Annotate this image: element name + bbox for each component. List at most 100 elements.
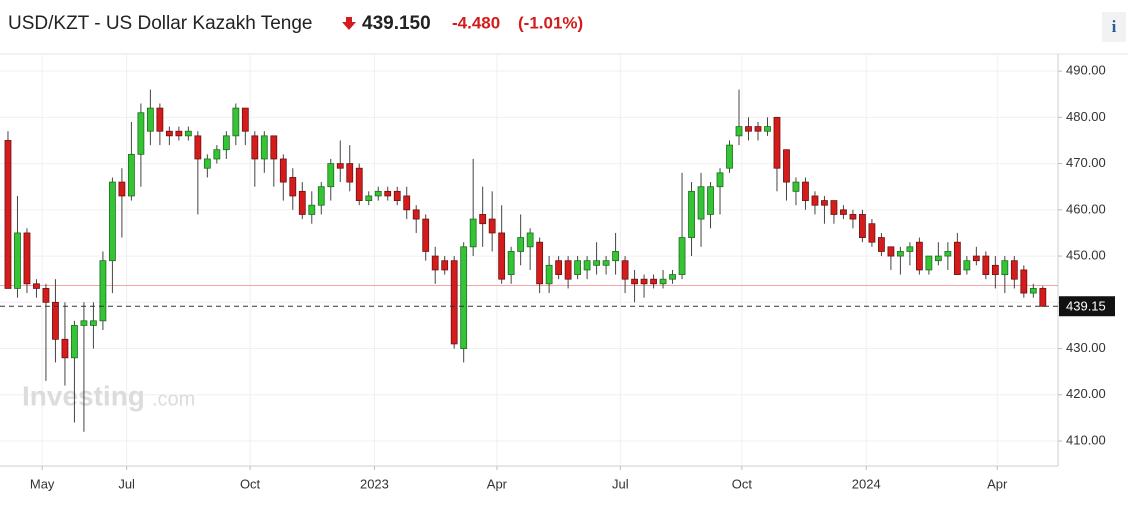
candle-body	[175, 130, 183, 137]
candle-body	[61, 338, 69, 359]
candle-body	[1039, 288, 1047, 307]
candle-body	[365, 195, 373, 201]
candle-body	[308, 204, 316, 215]
candle-body	[289, 177, 297, 197]
candle-body	[593, 260, 600, 266]
candle-body	[934, 255, 942, 262]
candle-body	[783, 149, 790, 183]
candle-body	[213, 149, 221, 160]
candle-body	[972, 255, 980, 262]
candle-body	[1020, 269, 1028, 294]
candle-body	[953, 241, 961, 275]
x-tick-label: Oct	[732, 476, 753, 491]
watermark-suffix: .com	[152, 388, 195, 410]
x-tick-label: 2024	[852, 476, 881, 491]
candle-body	[868, 223, 876, 243]
candle-body	[621, 260, 629, 280]
candle-body	[726, 144, 733, 169]
x-tick-label: Apr	[487, 476, 508, 491]
candle-body	[52, 301, 59, 340]
last-price-tag	[1059, 296, 1115, 317]
candle-body	[849, 214, 857, 220]
candle-body	[384, 190, 392, 197]
candle-body	[897, 251, 904, 257]
x-tick-label: Jul	[612, 476, 629, 491]
candle-body	[678, 237, 686, 275]
candle-body	[878, 237, 885, 252]
change: -4.480	[452, 13, 500, 32]
candle-body	[735, 126, 743, 137]
candle-body	[811, 195, 819, 206]
candle-body	[640, 278, 648, 285]
candle-body	[194, 135, 202, 160]
info-button-bg[interactable]	[1102, 12, 1126, 42]
candle-body	[1029, 288, 1037, 294]
candle-body	[792, 181, 800, 192]
candle-body	[498, 232, 506, 280]
candle-body	[517, 237, 525, 252]
candle-body	[241, 107, 249, 132]
candle-body	[650, 278, 657, 285]
candle-body	[441, 260, 449, 271]
candle-body	[612, 251, 619, 262]
candle-body	[355, 167, 363, 201]
candle-body	[431, 255, 439, 271]
candle-body	[536, 241, 544, 285]
candle-body	[488, 218, 496, 234]
candle-body	[279, 158, 287, 183]
candle-body	[555, 260, 563, 275]
candle-body	[659, 278, 667, 285]
candle-body	[14, 232, 21, 289]
candle-body	[317, 186, 325, 206]
y-tick-label: 430.00	[1066, 340, 1106, 355]
candle-body	[754, 126, 762, 132]
candle-body	[631, 278, 638, 285]
candle-body	[915, 241, 923, 271]
candle-body	[450, 260, 458, 345]
candle-body	[944, 251, 952, 257]
candle-body	[564, 260, 572, 280]
candle-body	[232, 107, 240, 137]
candle-body	[393, 190, 401, 201]
y-tick-label: 450.00	[1066, 248, 1106, 263]
candle-body	[90, 320, 97, 326]
y-tick-label: 410.00	[1066, 432, 1106, 447]
y-tick-label: 470.00	[1066, 155, 1106, 170]
y-tick-label: 490.00	[1066, 63, 1106, 78]
candle-body	[887, 246, 895, 257]
candle-body	[830, 200, 838, 215]
candle-body	[156, 107, 164, 132]
candle-body	[1001, 260, 1009, 275]
candle-body	[688, 190, 695, 238]
candle-body	[33, 283, 40, 289]
candle-body	[146, 107, 154, 132]
candle-body	[327, 163, 335, 188]
y-tick-label: 420.00	[1066, 386, 1106, 401]
candle-body	[821, 200, 828, 206]
candle-body	[137, 112, 145, 155]
candle-body	[412, 209, 420, 220]
candle-body	[469, 218, 477, 248]
candle-body	[859, 214, 866, 238]
candle-body	[260, 135, 268, 160]
candle-body	[982, 255, 990, 275]
candle-body	[460, 246, 468, 349]
candle-body	[716, 172, 724, 188]
x-tick-label: Apr	[987, 476, 1008, 491]
change-percent: (-1.01%)	[518, 13, 583, 32]
candle-body	[583, 260, 591, 271]
candle-body	[127, 153, 135, 197]
down-arrow	[342, 17, 356, 30]
price: 439.150	[362, 13, 431, 34]
candle-body	[336, 163, 344, 169]
x-tick-label: 2023	[360, 476, 389, 491]
info-button[interactable]: i	[1112, 17, 1117, 36]
candle-body	[23, 232, 31, 285]
candle-body	[526, 232, 534, 248]
candle-body	[4, 140, 12, 289]
candle-body	[906, 246, 914, 252]
candle-body	[707, 186, 714, 215]
x-tick-label: Jul	[118, 476, 135, 491]
candle-body	[507, 251, 515, 275]
